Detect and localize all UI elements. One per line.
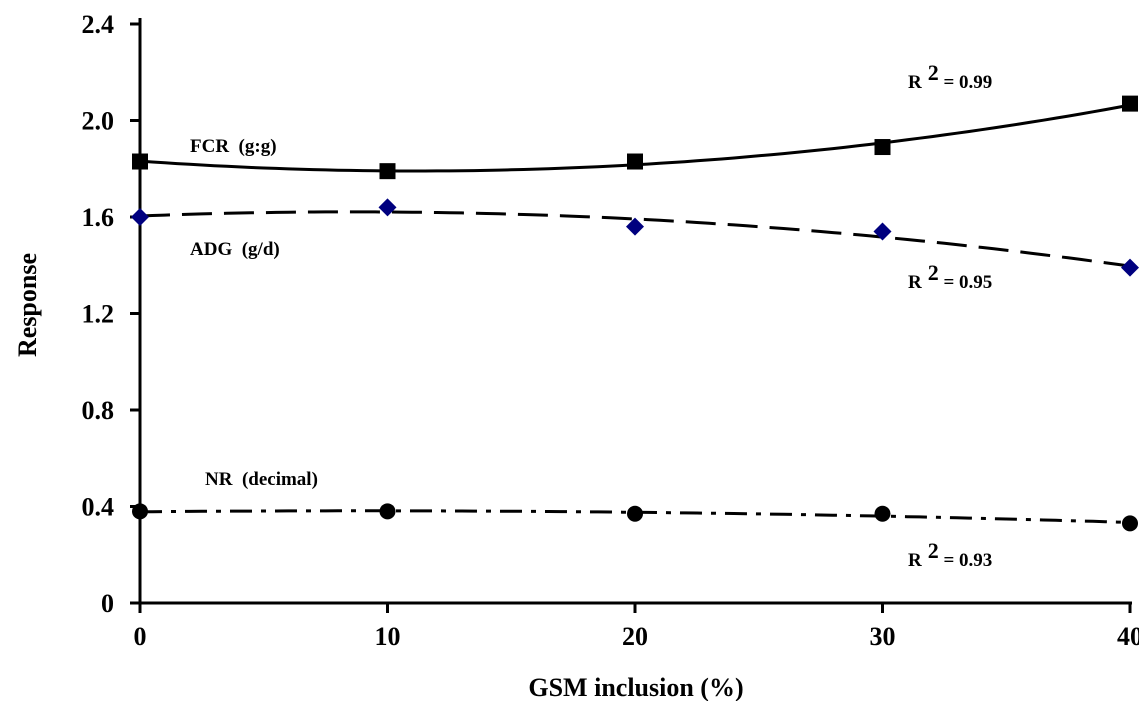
marker: [626, 217, 644, 236]
y-tick-label: 0.4: [82, 493, 115, 522]
marker: [379, 503, 396, 520]
marker: [874, 139, 891, 156]
marker: [1122, 515, 1138, 532]
marker: [131, 208, 149, 226]
x-tick-label: 0: [134, 622, 147, 651]
r-sup: 2: [928, 538, 939, 563]
marker: [379, 163, 396, 180]
r-base: R: [908, 272, 922, 293]
marker: [132, 153, 148, 170]
y-tick-label: 1.2: [82, 300, 115, 329]
x-tick-label: 10: [375, 622, 401, 651]
trend-line: [139, 210, 1131, 268]
series-label: NR (decimal): [205, 469, 318, 490]
r-base: R: [908, 72, 922, 93]
marker: [874, 505, 891, 522]
y-tick-label: 0: [101, 589, 114, 618]
series-label: ADG (g/d): [190, 239, 280, 260]
r-sup: 2: [928, 260, 939, 285]
marker: [873, 222, 892, 241]
marker: [1121, 258, 1139, 277]
y-tick-label: 2.0: [82, 107, 115, 136]
r-text: = 0.95: [939, 272, 993, 293]
marker: [627, 505, 643, 522]
r-base: R: [908, 550, 922, 571]
y-axis-title: Response: [13, 253, 42, 357]
r-text: = 0.93: [939, 550, 993, 571]
x-axis-title: GSM inclusion (%): [528, 673, 743, 701]
x-tick-label: 20: [622, 622, 648, 651]
marker: [378, 198, 397, 217]
marker: [132, 503, 148, 520]
marker: [1122, 95, 1138, 112]
y-tick-label: 1.6: [82, 203, 115, 232]
y-tick-label: 2.4: [82, 10, 115, 39]
marker: [627, 153, 643, 170]
r-text: = 0.99: [939, 72, 993, 93]
r-sup: 2: [928, 60, 939, 85]
series-label: FCR (g:g): [190, 136, 277, 157]
x-tick-label: 40: [1117, 622, 1139, 651]
x-tick-label: 30: [870, 622, 896, 651]
y-tick-label: 0.8: [82, 396, 115, 425]
